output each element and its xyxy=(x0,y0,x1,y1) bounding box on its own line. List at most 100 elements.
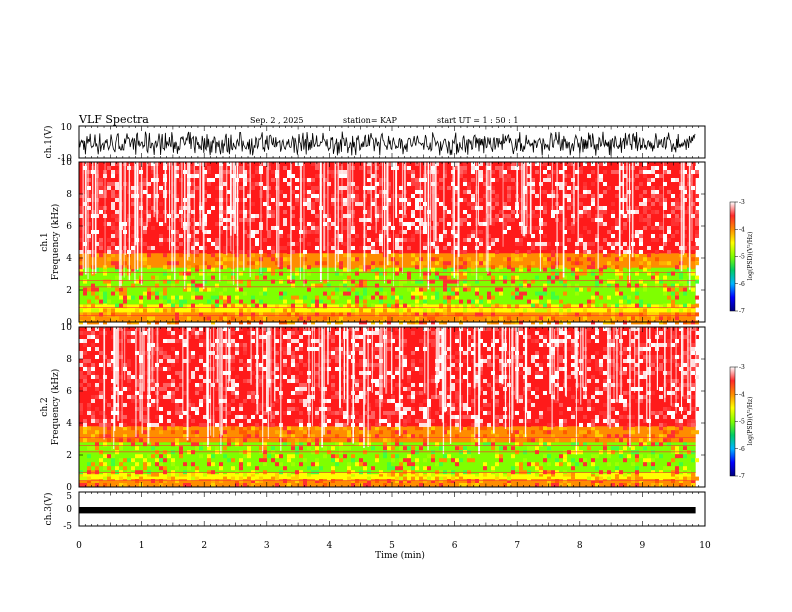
spectrogram-cell xyxy=(575,462,579,467)
spectrogram-cell xyxy=(243,257,247,262)
spectrogram-cell xyxy=(495,214,499,218)
spectrogram-cell xyxy=(143,190,147,194)
spectrogram-cell xyxy=(539,442,543,447)
spectrogram-cell xyxy=(119,462,123,467)
spectrogram-cell xyxy=(607,283,611,288)
spectrogram-cell xyxy=(107,359,111,363)
spectrogram-cell xyxy=(647,198,651,202)
spectrogram-streak xyxy=(384,162,385,284)
spectrogram-cell xyxy=(263,462,267,467)
spectrogram-cell xyxy=(435,162,439,166)
spectrogram-cell xyxy=(255,182,259,186)
spectrogram-cell xyxy=(571,230,575,234)
spectrogram-cell xyxy=(471,442,475,447)
spectrogram-cell xyxy=(155,308,159,313)
spectrogram-cell xyxy=(131,359,135,363)
spectrogram-cell xyxy=(611,483,615,487)
spectrogram-cell xyxy=(455,190,459,194)
spectrogram-cell xyxy=(227,279,231,284)
spectrogram-cell xyxy=(115,275,119,280)
spectrogram-cell xyxy=(111,387,115,391)
spectrogram-cell xyxy=(355,194,359,198)
spectrogram-cell xyxy=(231,426,235,431)
spectrogram-cell xyxy=(79,246,83,250)
spectrogram-cell xyxy=(463,291,467,296)
spectrogram-cell xyxy=(403,476,407,481)
spectrogram-cell xyxy=(495,287,499,292)
spectrogram-cell xyxy=(659,442,663,447)
spectrogram-cell xyxy=(507,257,511,262)
spectrogram-cell xyxy=(471,202,475,206)
spectrogram-cell xyxy=(667,234,671,238)
spectrogram-cell xyxy=(643,287,647,292)
spectrogram-cell xyxy=(463,210,467,214)
spectrogram-cell xyxy=(155,279,159,284)
spectrogram-cell xyxy=(235,450,239,455)
spectrogram-cell xyxy=(531,438,535,443)
spectrogram-cell xyxy=(647,434,651,439)
spectrogram-cell xyxy=(175,166,179,170)
spectrogram-cell xyxy=(375,182,379,186)
spectrogram-cell xyxy=(103,271,107,276)
spectrogram-cell xyxy=(603,283,607,288)
spectrogram-cell xyxy=(247,222,251,226)
spectrogram-cell xyxy=(559,265,563,270)
spectrogram-cell xyxy=(547,466,551,471)
spectrogram-cell xyxy=(515,450,519,455)
spectrogram-cell xyxy=(311,202,315,206)
spectrogram-cell xyxy=(287,202,291,206)
spectrogram-cell xyxy=(371,426,375,431)
spectrogram-cell xyxy=(203,170,207,174)
spectrogram-cell xyxy=(675,230,679,234)
spectrogram-cell xyxy=(599,312,603,317)
spectrogram-cell xyxy=(291,303,295,308)
spectrogram-cell xyxy=(403,466,407,471)
spectrogram-cell xyxy=(439,234,443,238)
spectrogram-cell xyxy=(443,308,447,313)
spectrogram-cell xyxy=(191,279,195,284)
spectrogram-cell xyxy=(399,458,403,463)
spectrogram-cell xyxy=(623,210,627,214)
spectrogram-cell xyxy=(251,186,255,190)
spectrogram-cell xyxy=(483,218,487,222)
spectrogram-cell xyxy=(483,434,487,439)
spectrogram-cell xyxy=(115,194,119,198)
spectrogram-cell xyxy=(407,483,411,487)
spectrogram-cell xyxy=(407,271,411,276)
spectrogram-cell xyxy=(551,434,555,439)
spectrogram-cell xyxy=(651,222,655,226)
spectrogram-cell xyxy=(595,275,599,280)
spectrogram-cell xyxy=(335,287,339,292)
chart-title: VLF Spectra xyxy=(78,113,149,126)
spectrogram-cell xyxy=(587,466,591,471)
spectrogram-cell xyxy=(227,472,231,477)
spectrogram-cell xyxy=(299,299,303,304)
spectrogram-cell xyxy=(499,312,503,317)
spectrogram-cell xyxy=(639,202,643,206)
spectrogram-cell xyxy=(567,303,571,308)
spectrogram-streak xyxy=(457,162,459,288)
spectrogram-cell xyxy=(303,198,307,202)
spectrogram-cell xyxy=(343,242,347,246)
spectrogram-cell xyxy=(347,166,351,170)
spectrogram-cell xyxy=(479,246,483,250)
spectrogram-cell xyxy=(83,438,87,443)
ch1-spectrogram-image xyxy=(79,162,699,325)
spectrogram-cell xyxy=(527,476,531,481)
spectrogram-cell xyxy=(283,434,287,439)
spectrogram-cell xyxy=(591,218,595,222)
spectrogram-cell xyxy=(299,426,303,431)
spectrogram-cell xyxy=(207,454,211,459)
spectrogram-cell xyxy=(175,271,179,276)
spectrogram-cell xyxy=(459,250,463,254)
spectrogram-cell xyxy=(579,303,583,308)
spectrogram-cell xyxy=(335,234,339,238)
spectrogram-cell xyxy=(347,202,351,206)
spectrogram-cell xyxy=(563,450,567,455)
spectrogram-cell xyxy=(511,279,515,284)
spectrogram-cell xyxy=(343,312,347,317)
spectrogram-cell xyxy=(323,253,327,258)
spectrogram-cell xyxy=(631,472,635,477)
spectrogram-cell xyxy=(239,267,243,272)
spectrogram-cell xyxy=(199,202,203,206)
